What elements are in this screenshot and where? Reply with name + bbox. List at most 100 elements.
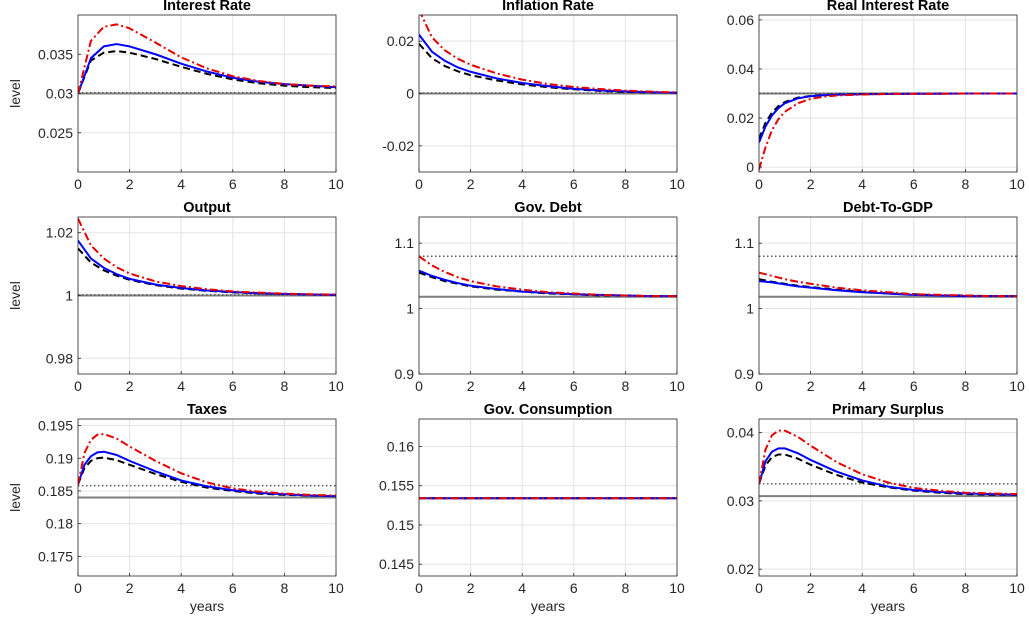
subplot-title: Gov. Debt [514,200,582,216]
axes-box [418,216,678,375]
x-tick-label: 8 [962,580,970,596]
x-tick-label: 8 [962,378,970,394]
x-tick-label: 0 [755,378,763,394]
x-tick-label: 6 [570,378,578,394]
series-line-dashdot [78,433,336,497]
subplot-7: 0 2 4 6 8 10 0.175 0.18 0.185 0.19 0.195 Taxes years… [7,402,344,614]
y-tick-label: 0.06 [727,12,754,28]
subplot-title: Debt-To-GDP [843,200,933,216]
x-tick-label: 10 [328,378,344,394]
x-tick-label: 6 [570,176,578,192]
y-tick-label: 0.145 [379,556,414,572]
y-tick-label: 0.19 [46,450,73,466]
x-tick-label: 2 [807,378,815,394]
x-tick-label: 8 [281,580,289,596]
subplot-5: 0 2 4 6 8 10 0.9 1 1.1 Gov. Debt [395,200,685,394]
y-axis-label: level [7,79,23,108]
y-tick-label: 0.02 [727,561,754,577]
series-group [759,429,1017,498]
x-tick-label: 6 [229,176,237,192]
subplot-6: 0 2 4 6 8 10 0.9 1 1.1 Debt-To-GDP [735,200,1025,394]
series-group [78,433,336,499]
axes-box [758,216,1018,375]
y-tick-label: 0 [746,159,754,175]
subplot-3: 0 2 4 6 8 10 0 0.02 0.04 0.06 Real Interest Rate [727,0,1025,192]
y-axis-label: level [7,483,23,512]
x-tick-label: 10 [328,580,344,596]
series-line-dashdot [420,15,677,94]
x-axis-label: years [871,598,905,614]
x-tick-label: 0 [755,176,763,192]
x-tick-label: 4 [177,378,185,394]
x-tick-label: 8 [281,378,289,394]
x-tick-label: 10 [1009,580,1025,596]
x-axis-label: years [531,598,565,614]
series-line-dashdot [759,92,1017,170]
y-tick-label: 0.16 [387,438,414,454]
x-tick-label: 10 [669,176,685,192]
series-group [759,92,1017,170]
x-tick-label: 8 [962,176,970,192]
y-tick-label: 0.98 [46,350,73,366]
x-tick-label: 2 [467,580,475,596]
y-tick-label: 0.9 [735,366,755,382]
x-tick-label: 6 [229,580,237,596]
subplot-title: Real Interest Rate [827,0,950,14]
x-tick-label: 10 [1009,378,1025,394]
axes-box [758,14,1018,173]
y-tick-label: 0.9 [395,366,415,382]
series-line-solid [78,239,336,296]
series-line-dashdot [759,429,1017,496]
x-tick-label: 10 [669,378,685,394]
x-tick-label: 8 [281,176,289,192]
x-tick-label: 4 [858,378,866,394]
series-group [78,23,336,95]
series-group [419,255,677,298]
y-axis-label: level [7,281,23,310]
x-tick-label: 2 [126,176,134,192]
series-line-solid [78,43,336,94]
x-tick-label: 6 [910,378,918,394]
y-tick-label: 0.18 [46,516,73,532]
x-tick-label: 6 [910,176,918,192]
y-tick-label: 0.03 [46,86,73,102]
subplot-title: Taxes [187,402,227,418]
y-tick-label: 1.1 [735,235,755,251]
y-tick-label: 0.035 [38,46,73,62]
x-tick-label: 2 [467,176,475,192]
y-tick-label: 1 [746,301,754,317]
x-tick-label: 0 [415,378,423,394]
subplot-title: Gov. Consumption [484,402,613,418]
y-tick-label: 1 [65,288,73,304]
x-tick-label: 6 [229,378,237,394]
plot-area [759,419,1017,576]
y-tick-label: 0.155 [379,478,414,494]
subplot-title: Output [183,200,231,216]
x-tick-label: 4 [177,580,185,596]
x-tick-label: 2 [126,378,134,394]
series-line-dashdot [78,218,336,296]
x-tick-label: 4 [518,580,526,596]
x-tick-label: 8 [622,580,630,596]
subplot-title: Primary Surplus [832,402,944,418]
subplot-title: Inflation Rate [502,0,594,14]
y-tick-label: 0.04 [727,61,754,77]
x-tick-label: 10 [328,176,344,192]
y-tick-label: 0.03 [727,493,754,509]
subplot-2: 0 2 4 6 8 10 -0.02 0 0.02 Inflation Rate [382,0,685,192]
y-tick-label: 0.175 [38,548,73,564]
subplot-9: 0 2 4 6 8 10 0.02 0.03 0.04 Primary Surplus years [727,402,1025,614]
x-tick-label: 4 [858,580,866,596]
x-tick-label: 4 [177,176,185,192]
y-tick-label: 0.185 [38,483,73,499]
series-line-dashed [78,50,336,94]
y-tick-label: 1.02 [46,225,73,241]
x-tick-label: 0 [755,580,763,596]
x-tick-label: 4 [518,176,526,192]
x-tick-label: 8 [622,176,630,192]
x-axis-label: years [190,598,224,614]
y-tick-label: 0.15 [387,517,414,533]
y-tick-label: 0.025 [38,125,73,141]
x-tick-label: 0 [415,176,423,192]
